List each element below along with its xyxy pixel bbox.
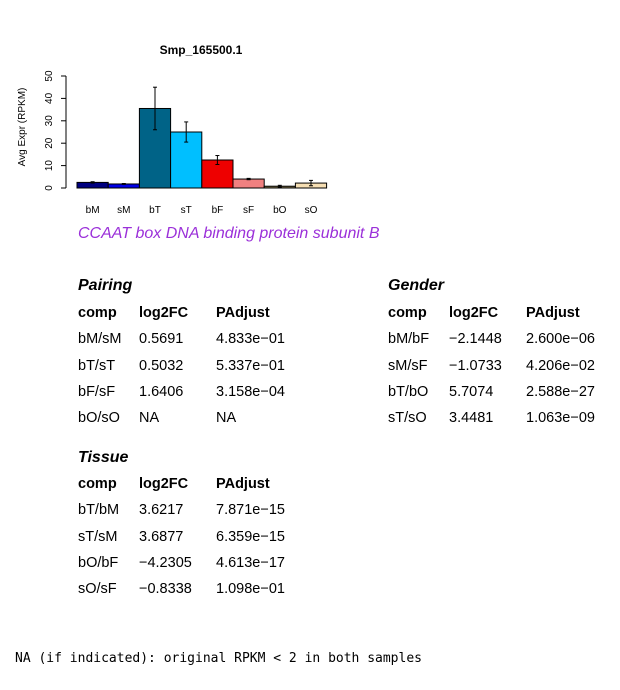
table-cell: sT/sO <box>388 410 427 427</box>
error-bar-sT <box>184 121 189 143</box>
x-tick-label: bM <box>86 205 100 216</box>
footnote: NA (if indicated): original RPKM < 2 in … <box>15 651 422 666</box>
error-bar-bM <box>90 181 95 184</box>
error-bar-bO <box>277 184 282 188</box>
y-tick-label: 20 <box>44 137 55 149</box>
table-cell: 6.359e−15 <box>216 528 285 545</box>
column-header: comp <box>78 305 117 321</box>
column-header: comp <box>388 305 427 321</box>
table-cell: 1.6406 <box>139 383 184 400</box>
y-tick-label: 0 <box>44 185 55 191</box>
table-cell: sM/sF <box>388 357 428 374</box>
table-cell: 4.206e−02 <box>526 357 595 374</box>
table-cell: 0.5032 <box>139 357 184 374</box>
table-cell: −2.1448 <box>449 331 502 348</box>
gender-title: Gender <box>388 277 445 294</box>
table-cell: bT/sT <box>78 357 116 374</box>
x-tick-label: sO <box>305 205 318 216</box>
bars-group <box>76 107 328 189</box>
column-header: log2FC <box>139 305 189 321</box>
table-cell: bT/bM <box>78 502 120 519</box>
table-cell: bO/bF <box>78 554 119 571</box>
error-bars-group <box>90 86 313 188</box>
y-tick-label: 40 <box>44 92 55 104</box>
table-cell: 2.588e−27 <box>526 383 595 400</box>
pairing-title: Pairing <box>78 277 133 294</box>
error-bar-bF <box>215 155 220 165</box>
column-header: comp <box>78 476 117 492</box>
table-cell: bF/sF <box>78 383 116 400</box>
y-tick-label: 10 <box>44 160 55 172</box>
table-cell: −1.0733 <box>449 357 502 374</box>
table-cell: 5.337e−01 <box>216 357 285 374</box>
x-tick-label: bT <box>149 205 161 216</box>
table-cell: −0.8338 <box>139 581 192 598</box>
table-cell: 2.600e−06 <box>526 331 595 348</box>
column-header: PAdjust <box>526 305 580 321</box>
table-cell: 3.6877 <box>139 528 184 545</box>
x-tick-label: sM <box>117 205 130 216</box>
table-cell: 7.871e−15 <box>216 502 285 519</box>
x-tick-label: bF <box>212 205 224 216</box>
tissue-title: Tissue <box>78 449 129 466</box>
table-cell: bO/sO <box>78 410 120 427</box>
y-tick-label: 50 <box>44 70 55 82</box>
table-cell: 3.4481 <box>449 410 494 427</box>
y-axis-ticks: 0 10 20 30 40 50 <box>44 70 66 191</box>
error-bar-sO <box>309 179 313 187</box>
table-cell: bM/bF <box>388 331 430 348</box>
table-cell: 3.6217 <box>139 502 184 519</box>
column-header: log2FC <box>449 305 499 321</box>
table-cell: NA <box>139 410 160 427</box>
chart-title: Smp_165500.1 <box>160 43 243 57</box>
table-cell: 4.833e−01 <box>216 331 285 348</box>
y-axis-label: Avg Expr (RPKM) <box>17 88 28 167</box>
table-cell: 0.5691 <box>139 331 184 348</box>
column-header: PAdjust <box>216 305 270 321</box>
table-cell: 1.098e−01 <box>216 581 285 598</box>
bar-sF <box>232 178 265 189</box>
x-tick-label: sT <box>181 205 192 216</box>
x-tick-label: sF <box>243 205 254 216</box>
table-cell: 1.063e−09 <box>526 410 595 427</box>
x-tick-labels: bM sM bT sT bF sF bO sO <box>86 205 318 216</box>
table-cell: −4.2305 <box>139 554 192 571</box>
table-cell: bT/bO <box>388 383 429 400</box>
table-cell: bM/sM <box>78 331 122 348</box>
error-bar-sM <box>121 183 126 185</box>
table-cell: NA <box>216 410 237 427</box>
error-bar-bT <box>153 86 157 131</box>
column-header: PAdjust <box>216 476 270 492</box>
y-tick-label: 30 <box>44 115 55 127</box>
table-cell: 3.158e−04 <box>216 383 285 400</box>
table-cell: sT/sM <box>78 528 118 545</box>
expression-bar-chart: Smp_165500.1 Avg Expr (RPKM) 0 10 20 30 40 50… <box>17 43 328 216</box>
error-bar-sF <box>246 177 251 181</box>
table-cell: sO/sF <box>78 581 117 598</box>
table-cell: 5.7074 <box>449 383 494 400</box>
column-header: log2FC <box>139 476 189 492</box>
table-cell: 4.613e−17 <box>216 554 285 571</box>
x-tick-label: bO <box>273 205 287 216</box>
gene-description: CCAAT box DNA binding protein subunit B <box>78 225 380 242</box>
